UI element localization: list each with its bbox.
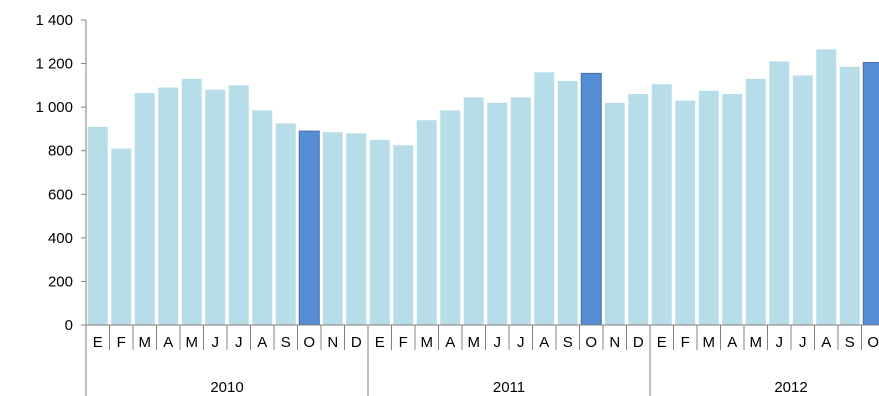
month-label: M [750,334,763,351]
bar [745,78,766,325]
bar [557,81,578,325]
y-axis: 0 200 400 600 800 1 000 1 200 1 400 [35,12,87,334]
year-label: 2010 [210,379,243,396]
month-label: J [517,334,525,351]
month-label: D [633,334,644,351]
month-label: E [657,334,667,351]
month-label: E [93,334,103,351]
bar [346,133,367,325]
month-label: A [727,334,737,351]
bar [322,132,343,325]
bar-highlighted [862,61,879,326]
bar [463,97,484,325]
bar [604,102,625,326]
month-label: S [563,334,573,351]
bar [628,94,649,325]
month-label: J [212,334,220,351]
bar [275,123,296,325]
bar [792,75,813,325]
month-label: A [821,334,831,351]
year-label: 2012 [774,379,807,396]
month-label: O [585,334,597,351]
month-label: F [681,334,690,351]
bars [87,49,879,326]
bar-highlighted [580,72,602,326]
month-label: N [609,334,620,351]
month-label: O [303,334,315,351]
month-label: M [139,334,152,351]
month-label: E [375,334,385,351]
bar-highlighted [298,130,320,326]
month-label: A [163,334,173,351]
month-label: A [445,334,455,351]
bar [534,72,555,326]
y-tick-label: 200 [48,273,73,290]
month-label: J [776,334,784,351]
month-label: J [235,334,243,351]
bar [698,90,719,325]
bar [158,87,179,326]
y-tick-label: 0 [65,317,73,334]
bar [228,85,249,325]
bar [134,92,155,325]
bar [487,102,508,326]
bar [675,100,696,325]
y-tick-label: 600 [48,186,73,203]
bar [205,89,226,325]
y-tick-label: 800 [48,143,73,160]
year-label: 2011 [493,379,525,396]
bar [111,148,132,325]
month-label: D [351,334,362,351]
month-label: J [799,334,807,351]
y-tick-label: 400 [48,230,73,247]
month-label: O [867,334,879,351]
bar [369,139,390,325]
bar [769,61,790,326]
bar [651,84,672,326]
bar [816,49,837,326]
bar [181,78,202,325]
month-label: F [399,334,408,351]
bar [252,110,273,326]
month-label: S [281,334,291,351]
month-label: N [327,334,338,351]
month-label: M [703,334,716,351]
bar [839,66,860,325]
bar [87,126,108,325]
month-label: F [117,334,126,351]
month-label: M [421,334,434,351]
bar [722,94,743,325]
y-tick-label: 1 400 [35,12,73,29]
month-label: J [494,334,502,351]
y-tick-label: 1 200 [35,56,73,73]
month-label: S [845,334,855,351]
month-label: A [257,334,267,351]
y-tick-label: 1 000 [35,99,73,116]
month-label: M [468,334,481,351]
bar [416,120,437,325]
month-label: A [539,334,549,351]
month-label: M [186,334,199,351]
bar [440,110,461,326]
bar [510,97,531,325]
bar [393,145,414,325]
